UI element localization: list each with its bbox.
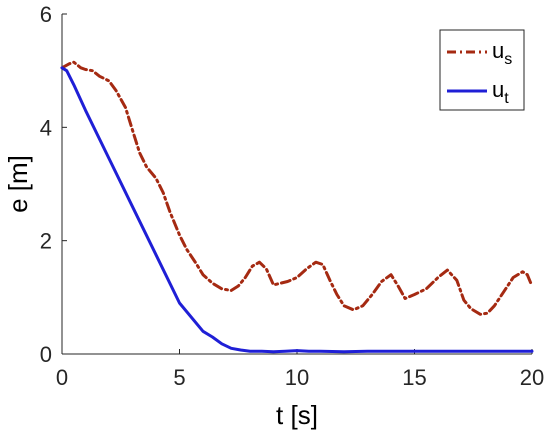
legend-entry-ut: ut [492,77,509,107]
plot-area [60,60,534,354]
legend: us ut [439,29,525,111]
x-axis-label: t [s] [276,400,318,430]
legend-us-sub: s [504,51,512,68]
legend-entry-us: us [492,38,512,68]
legend-box [439,29,525,111]
y-tick-label: 2 [40,229,52,254]
x-tick-label: 20 [520,365,544,390]
x-tick-label: 0 [56,365,68,390]
legend-us-base: u [492,38,504,63]
x-tick-label: 5 [173,365,185,390]
series-line-us [60,60,534,316]
legend-ut-base: u [492,77,504,102]
y-tick-label: 0 [40,342,52,367]
series-line-ut [60,66,534,354]
ticks: 0 5 10 15 20 0 2 4 6 [40,2,544,390]
x-tick-label: 10 [285,365,309,390]
y-tick-label: 4 [40,115,52,140]
x-tick-label: 15 [402,365,426,390]
y-axis-label: e [m] [3,155,33,213]
legend-ut-sub: t [504,90,509,107]
y-tick-label: 6 [40,2,52,27]
